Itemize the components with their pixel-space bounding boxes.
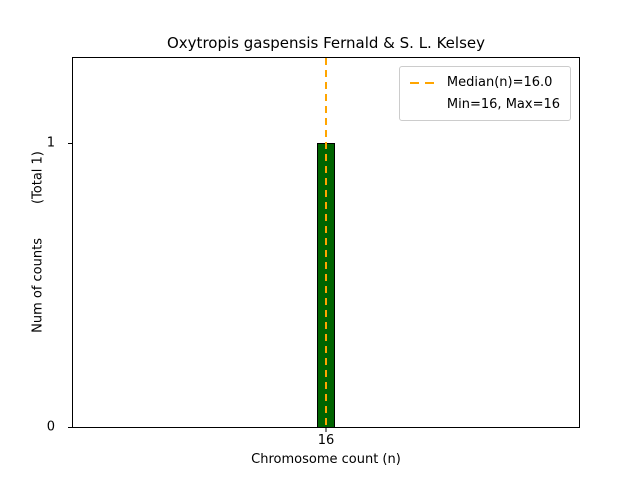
legend: Median(n)=16.0 Min=16, Max=16 (398, 66, 571, 121)
y-tick-label-1: 1 (46, 135, 55, 151)
x-tick-label-16: 16 (317, 433, 335, 448)
median-dashed-line-sample (409, 81, 438, 84)
y-tick-mark-0 (68, 427, 72, 428)
legend-label-minmax: Min=16, Max=16 (446, 97, 560, 112)
legend-sample-spacer (410, 104, 438, 106)
x-tick-mark-16 (325, 428, 327, 432)
y-axis-label-text: Num of counts (30, 238, 46, 333)
legend-row-median: Median(n)=16.0 (409, 74, 560, 91)
plot-area: Median(n)=16.0 Min=16, Max=16 (72, 57, 580, 428)
y-axis-label: Num of counts (Total 1) (31, 151, 46, 333)
chart-title: Oxytropis gaspensis Fernald & S. L. Kels… (167, 34, 485, 52)
y-tick-mark-1 (68, 143, 72, 144)
median-line (325, 58, 327, 427)
y-tick-label-0: 0 (46, 419, 55, 435)
legend-row-minmax: Min=16, Max=16 (410, 96, 560, 113)
legend-label-median: Median(n)=16.0 (446, 75, 553, 90)
x-axis-label: Chromosome count (n) (251, 452, 401, 467)
y-axis-total-annotation: (Total 1) (30, 151, 46, 205)
